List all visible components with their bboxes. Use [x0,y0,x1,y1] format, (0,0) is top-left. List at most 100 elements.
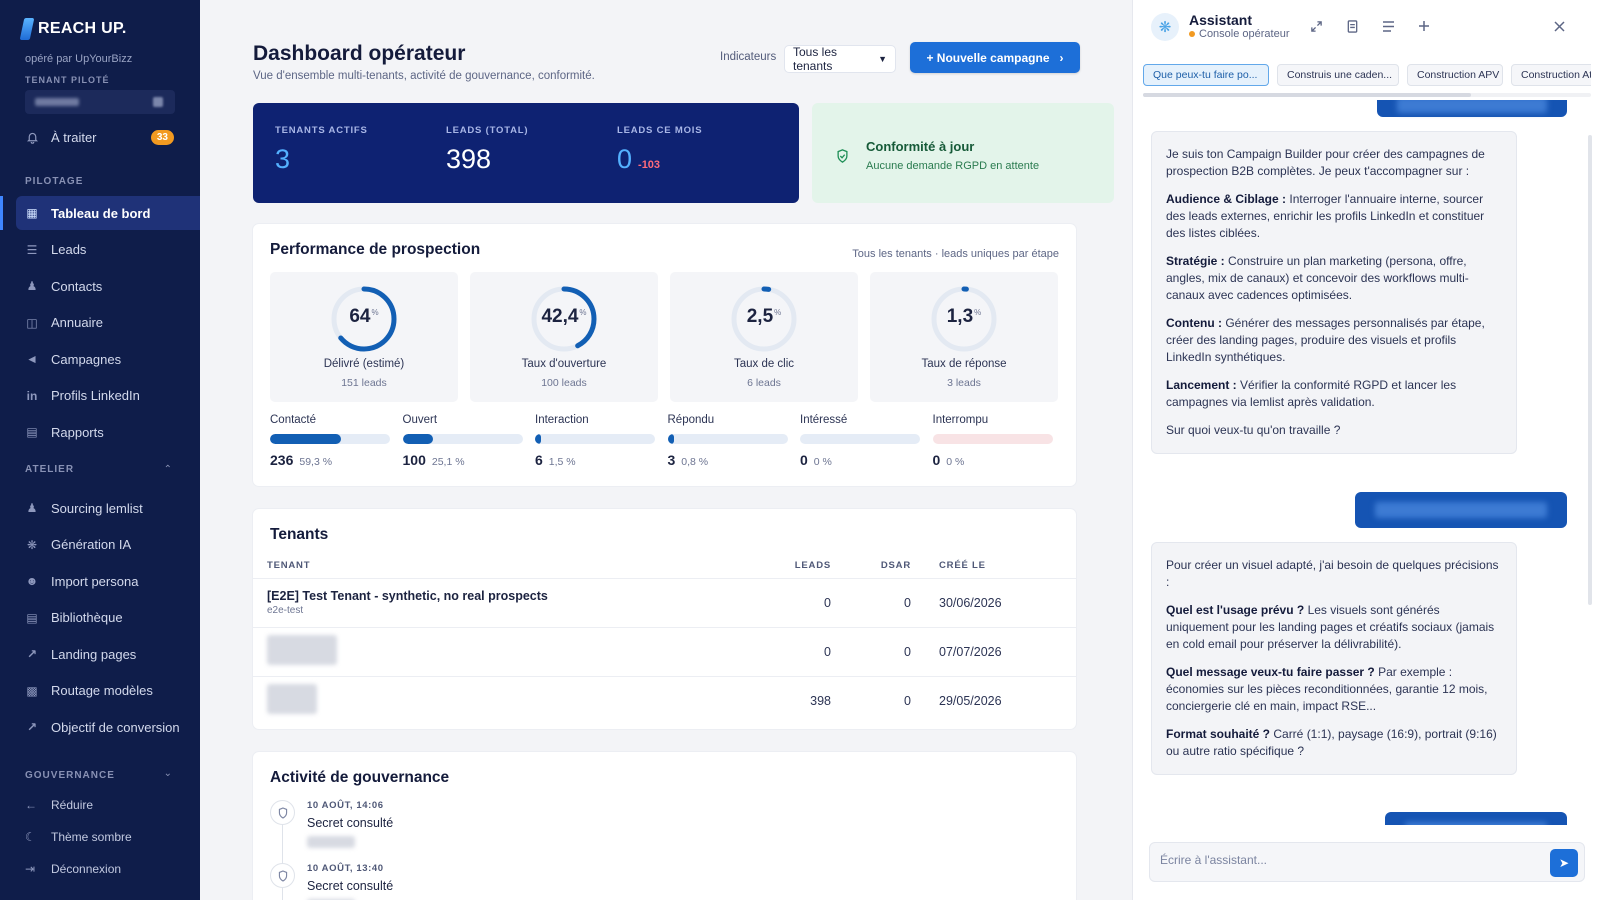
cell-tenant [253,626,773,676]
redacted-message-text [1397,100,1547,113]
tenant-filter-select[interactable]: Tous les tenants ▼ [784,45,896,73]
redacted-message-text [1405,822,1547,825]
sidebar-item-todo[interactable]: À traiter 33 [16,120,200,154]
sidebar: REACH UP. opéré par UpYourBizz TENANT PI… [0,0,200,900]
stat-value: 398 [446,144,492,174]
kpi-gauge-card: 1,3% Taux de réponse 3 leads [870,272,1058,402]
gauge-sublabel: 6 leads [747,377,781,389]
sidebar-item-import-persona[interactable]: ☻ Import persona [16,564,200,598]
stage-name: Contacté [270,414,317,426]
stat-value: 3 [275,144,291,174]
column-header-tenant[interactable]: TENANT [267,560,311,572]
stat-active-tenants: TENANTS ACTIFS 3 [275,125,368,175]
gauge-value-number: 2,5 [746,306,774,327]
kpi-gauge-card: 64% Délivré (estimé) 151 leads [270,272,458,402]
sidebar-item-annuaire[interactable]: ◫ Annuaire [16,306,200,340]
new-campaign-button[interactable]: + Nouvelle campagne › [910,42,1080,73]
sidebar-item-label: Annuaire [51,315,104,330]
file-icon: ▤ [26,425,38,439]
stat-delta: -103 [638,159,661,171]
sidebar-item-label: Bibliothèque [51,610,123,625]
funnel-stage: Contacté 236 59,3 % [270,414,390,468]
sidebar-item-rapports[interactable]: ▤ Rapports [16,415,200,449]
arrow-left-icon: ← [25,798,37,812]
stage-count: 6 [535,452,543,468]
suggestion-chip[interactable]: Que peux-tu faire po... [1143,64,1269,86]
tenants-table: TENANT LEADS DSAR CRÉÉ LE [E2E] Test Ten… [253,554,1076,725]
funnel-stage: Interrompu 0 0 % [932,414,1053,468]
send-button[interactable]: ➤ [1550,849,1578,877]
chat-scrollbar[interactable] [1588,135,1592,605]
suggestion-chip[interactable]: Construction APV [1407,64,1503,86]
event-title: Secret consulté [307,879,394,893]
dark-theme-toggle[interactable]: ☾ Thème sombre [25,830,132,844]
stat-value: 0 [617,144,633,174]
menu-icon[interactable] [1379,17,1397,35]
gauge-label: Taux de clic [733,358,795,370]
chevron-up-icon[interactable]: ⌃ [163,464,172,475]
stage-progress-track [667,434,788,444]
suggestion-chip[interactable]: Construction Atel [1511,64,1591,86]
sidebar-item-leads[interactable]: ☰ Leads [16,233,200,267]
stat-leads-month: LEADS CE MOIS 0 -103 [617,125,702,175]
table-row[interactable]: 398 0 29/05/2026 [253,675,1076,725]
gauge-ring [331,286,397,352]
sidebar-item-objectif-de-conversion[interactable]: ↗ Objectif de conversion [16,710,200,744]
sidebar-item-label: Tableau de bord [51,205,151,221]
sidebar-item-contacts[interactable]: ♟ Contacts [16,269,200,303]
sidebar-item-label: Objectif de conversion [51,719,180,735]
chips-scrollbar[interactable] [1143,93,1471,97]
message-item: Quel est l'usage prévu ? Les visuels son… [1166,602,1502,653]
cell-tenant: [E2E] Test Tenant - synthetic, no real p… [253,577,773,627]
compliance-title: Conformité à jour [866,139,975,154]
chevron-down-icon[interactable]: ⌄ [163,768,172,779]
gauge-value: 1,3% [870,306,1058,328]
tenants-panel: Tenants TENANT LEADS DSAR CRÉÉ LE [E2E] … [253,509,1076,729]
tenant-selector[interactable] [25,90,175,114]
gauge-value-number: 64 [349,306,371,327]
sidebar-item-landing-pages[interactable]: ↗ Landing pages [16,637,200,671]
sidebar-item-profils-linkedin[interactable]: in Profils LinkedIn [16,379,200,413]
sidebar-item-label: À traiter [51,129,97,145]
sidebar-item-routage-modeles[interactable]: ▩ Routage modèles [16,674,200,708]
logout-button[interactable]: ⇥ Déconnexion [25,862,121,876]
brand-name: REACH UP. [38,20,127,37]
tenant-name: [E2E] Test Tenant - synthetic, no real p… [267,589,548,603]
sidebar-item-bibliotheque[interactable]: ▤ Bibliothèque [16,601,200,635]
expand-icon[interactable] [1307,17,1325,35]
performance-note: Tous les tenants · leads uniques par éta… [852,248,1059,260]
redacted-tenant-name [267,635,337,665]
stage-progress-fill [402,434,433,444]
sidebar-item-sourcing-lemlist[interactable]: ♟ Sourcing lemlist [16,491,200,525]
sidebar-item-generation-ia[interactable]: ❋ Génération IA [16,528,200,562]
sidebar-item-tableau-de-bord[interactable]: ▦ Tableau de bord [0,196,200,230]
message-intro: Je suis ton Campaign Builder pour créer … [1166,147,1485,178]
table-row[interactable]: 0 0 07/07/2026 [253,626,1076,676]
user-icon: ☻ [25,574,39,588]
message-input[interactable] [1160,853,1520,867]
reduce-sidebar-button[interactable]: ← Réduire [25,798,93,812]
sidebar-item-label: Profils LinkedIn [51,388,140,403]
brand-logo[interactable]: REACH UP. [19,18,127,40]
document-icon[interactable] [1343,17,1361,35]
plus-icon[interactable] [1415,17,1433,35]
message-item-title: Quel message veux-tu faire passer ? [1166,665,1375,679]
user-message [1377,100,1567,117]
cell-dsar: 0 [845,577,925,627]
sidebar-item-campagnes[interactable]: ◄ Campagnes [16,342,200,376]
column-header-created[interactable]: CRÉÉ LE [939,560,986,572]
funnel-stage: Intéressé 0 0 % [800,414,920,468]
shield-icon [270,800,295,825]
table-row[interactable]: [E2E] Test Tenant - synthetic, no real p… [253,577,1076,627]
stage-count: 3 [667,452,676,468]
column-header-dsar[interactable]: DSAR [880,560,911,572]
stage-progress-track [535,434,655,444]
reduce-label: Réduire [51,798,94,812]
message-item-text: Par exemple : économies sur les pièces r… [1166,665,1488,713]
stage-percent: 0,8 % [681,456,709,468]
tenant-filter-value: Tous les tenants [793,45,838,73]
suggestion-chip[interactable]: Construis une caden... [1277,64,1399,86]
column-header-leads[interactable]: LEADS [794,560,831,572]
close-icon[interactable] [1550,17,1568,35]
assistant-panel: ❋ Assistant Console opérateur Que peux-t… [1132,0,1600,900]
